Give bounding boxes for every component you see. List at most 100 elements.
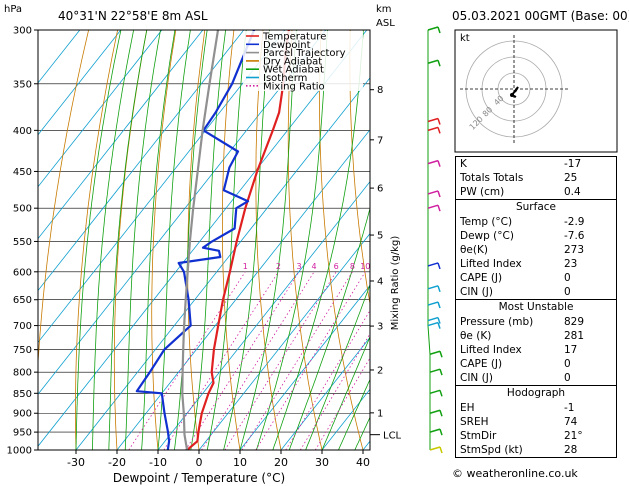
surface-title: Surface — [456, 199, 616, 215]
wind-barb-feather — [437, 301, 441, 309]
most-unstable-row: Pressure (mb) 829 — [460, 316, 585, 328]
mixing-ratio-label: 25 — [416, 262, 426, 271]
wet-adiabat — [108, 30, 148, 450]
mixing-ratio-line — [314, 357, 370, 450]
mixing-ratio-line — [185, 271, 300, 450]
x-tick-label: 40 — [356, 456, 370, 469]
most-unstable-row: Lifted Index 17 — [460, 344, 578, 356]
wind-barb-feather — [439, 446, 443, 454]
x-tick-label: 30 — [315, 456, 329, 469]
hodograph-unit: kt — [460, 33, 470, 44]
mixing-ratio-label: 2 — [276, 262, 281, 271]
km-tick-label: 5 — [377, 231, 383, 242]
mixing-ratio-label: 1 — [243, 262, 248, 271]
wind-barb — [427, 316, 439, 322]
most-unstable-row: CIN (J) 0 — [460, 372, 571, 384]
wet-adiabat — [305, 283, 370, 450]
wet-adiabat — [272, 30, 364, 450]
wind-barbs — [427, 26, 443, 454]
legend-bg — [243, 31, 363, 91]
wet-adiabat — [75, 30, 122, 450]
y-tick-label: 900 — [13, 409, 32, 420]
most-unstable-row: CAPE (J) 0 — [460, 358, 571, 370]
km-tick-label: 8 — [377, 85, 383, 96]
km-tick-label: 4 — [377, 276, 383, 287]
temperature-line — [186, 30, 290, 450]
y-tick-label: 350 — [13, 79, 32, 90]
x-tick-label: 0 — [196, 456, 203, 469]
wind-barb — [429, 368, 441, 373]
wet-adiabat — [223, 30, 270, 450]
wind-barb — [427, 301, 439, 306]
isotherm-line — [116, 129, 370, 450]
index-row: K -17 — [460, 158, 582, 170]
isotherm-line — [280, 336, 370, 450]
wind-barb — [427, 26, 439, 31]
wind-barb-feather — [437, 160, 441, 167]
wind-barb — [429, 446, 441, 451]
wind-barb-feather — [437, 204, 441, 212]
wind-profile-line — [427, 30, 431, 450]
mixing-ratio-line — [128, 271, 246, 450]
wind-barb-feather — [437, 322, 441, 329]
wind-barb-feather — [437, 118, 441, 125]
most-unstable-title: Most Unstable — [456, 299, 616, 315]
wind-barb-feather — [439, 351, 443, 358]
wet-adiabat — [239, 30, 297, 450]
wet-adiabat — [288, 206, 370, 450]
km-tick-label: 6 — [377, 184, 383, 195]
isotherm-line — [38, 30, 327, 395]
isotherm-line — [198, 232, 370, 450]
mixing-ratio-line — [163, 271, 279, 450]
wind-barb — [427, 190, 439, 195]
isotherm-line — [38, 30, 163, 188]
y-tick-label: 550 — [13, 237, 32, 248]
x-tick-label: -30 — [67, 456, 85, 469]
surface-row: Temp (°C) -2.9 — [460, 216, 585, 228]
plot-frame — [37, 29, 371, 451]
wind-barb — [427, 321, 439, 327]
parcel-trajectory-line — [181, 30, 220, 450]
dry-adiabat — [319, 30, 364, 450]
hodograph-row: EH -1 — [460, 402, 575, 414]
isotherm-line — [75, 77, 370, 450]
wind-barb-feather — [437, 285, 441, 293]
x-tick-label: -20 — [108, 456, 126, 469]
datetime-label: 05.03.2021 00GMT (Base: 00) — [452, 9, 629, 23]
mixing-ratio-line — [255, 271, 366, 450]
wind-barb — [427, 117, 439, 123]
legend-item: Parcel Trajectory — [263, 48, 346, 59]
y-tick-label: 950 — [13, 428, 32, 439]
wind-barb — [427, 159, 439, 165]
wind-barb — [427, 126, 439, 132]
background-lines: 1 2 3 4 6 8 10 16 20 25 — [38, 30, 426, 450]
wind-barb-feather — [439, 368, 443, 376]
x-tick-label: -10 — [149, 456, 167, 469]
y-tick-label: 600 — [13, 267, 32, 278]
y-tick-label: 300 — [13, 26, 32, 37]
mixing-ratio-line — [241, 271, 353, 450]
isotherm-line — [38, 30, 122, 136]
most-unstable-row: θe (K) 281 — [460, 330, 585, 342]
dry-adiabat — [255, 30, 282, 450]
surface-row: CAPE (J) 0 — [460, 272, 571, 284]
wind-barb-feather — [439, 390, 443, 397]
y-tick-label: 650 — [13, 295, 32, 306]
wind-barb — [427, 204, 439, 209]
y-tick-label: 800 — [13, 368, 32, 379]
wet-adiabat — [321, 335, 370, 450]
x-tick-label: 10 — [233, 456, 247, 469]
pressure-unit-label: hPa — [4, 4, 22, 15]
copyright: © weatheronline.co.uk — [452, 467, 578, 480]
wind-barb-feather — [437, 190, 441, 198]
dry-adiabat — [113, 30, 148, 450]
mixing-ratio-label: 10 — [360, 262, 370, 271]
wind-barb-feather — [439, 410, 443, 417]
mixing-ratio-label: 20 — [402, 262, 412, 271]
mixing-ratio-line — [224, 271, 337, 450]
wet-adiabat — [141, 30, 176, 450]
dry-adiabat — [151, 30, 177, 450]
storm-motion-marker — [510, 93, 514, 97]
isotherm-line — [38, 30, 245, 292]
